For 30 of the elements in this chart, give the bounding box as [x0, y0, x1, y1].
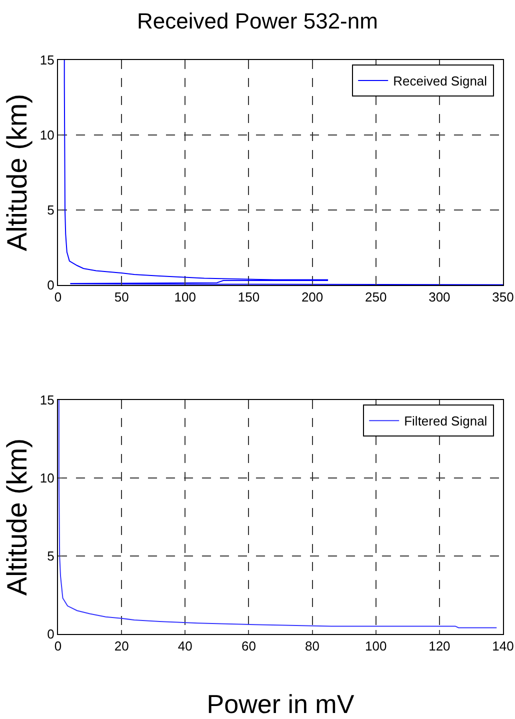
x-tick-label: 20	[114, 638, 129, 654]
y-tick-label: 5	[47, 202, 54, 218]
line-series	[64, 60, 503, 285]
x-tick-label: 120	[428, 638, 450, 654]
y-axis-title: Altitude (km)	[2, 438, 33, 596]
y-tick-label: 15	[40, 52, 54, 68]
x-tick-label: 50	[114, 290, 129, 305]
y-tick-label: 10	[40, 470, 54, 486]
legend-label: Filtered Signal	[404, 414, 488, 429]
x-tick-label: 200	[301, 290, 324, 305]
x-tick-label: 350	[492, 290, 514, 305]
x-tick-label: 40	[178, 638, 192, 654]
x-tick-label: 80	[305, 638, 320, 654]
x-tick-label: 60	[241, 638, 256, 654]
y-axis-title: Altitude (km)	[2, 94, 33, 252]
y-tick-label: 0	[47, 626, 54, 642]
y-tick-label: 5	[47, 548, 54, 564]
x-tick-label: 250	[365, 290, 387, 305]
chart-title: Received Power 532-nm	[137, 8, 378, 34]
y-tick-label: 10	[40, 128, 54, 143]
x-axis-title: Power in mV	[206, 689, 355, 719]
x-tick-label: 100	[174, 290, 196, 305]
line-series	[58, 400, 498, 628]
x-tick-label: 100	[365, 638, 387, 654]
x-tick-label: 150	[238, 290, 260, 305]
legend-label: Received Signal	[393, 74, 488, 89]
x-tick-label: 300	[428, 290, 450, 305]
x-tick-label: 140	[492, 638, 514, 654]
y-tick-label: 15	[40, 392, 54, 408]
y-tick-label: 0	[47, 278, 54, 293]
